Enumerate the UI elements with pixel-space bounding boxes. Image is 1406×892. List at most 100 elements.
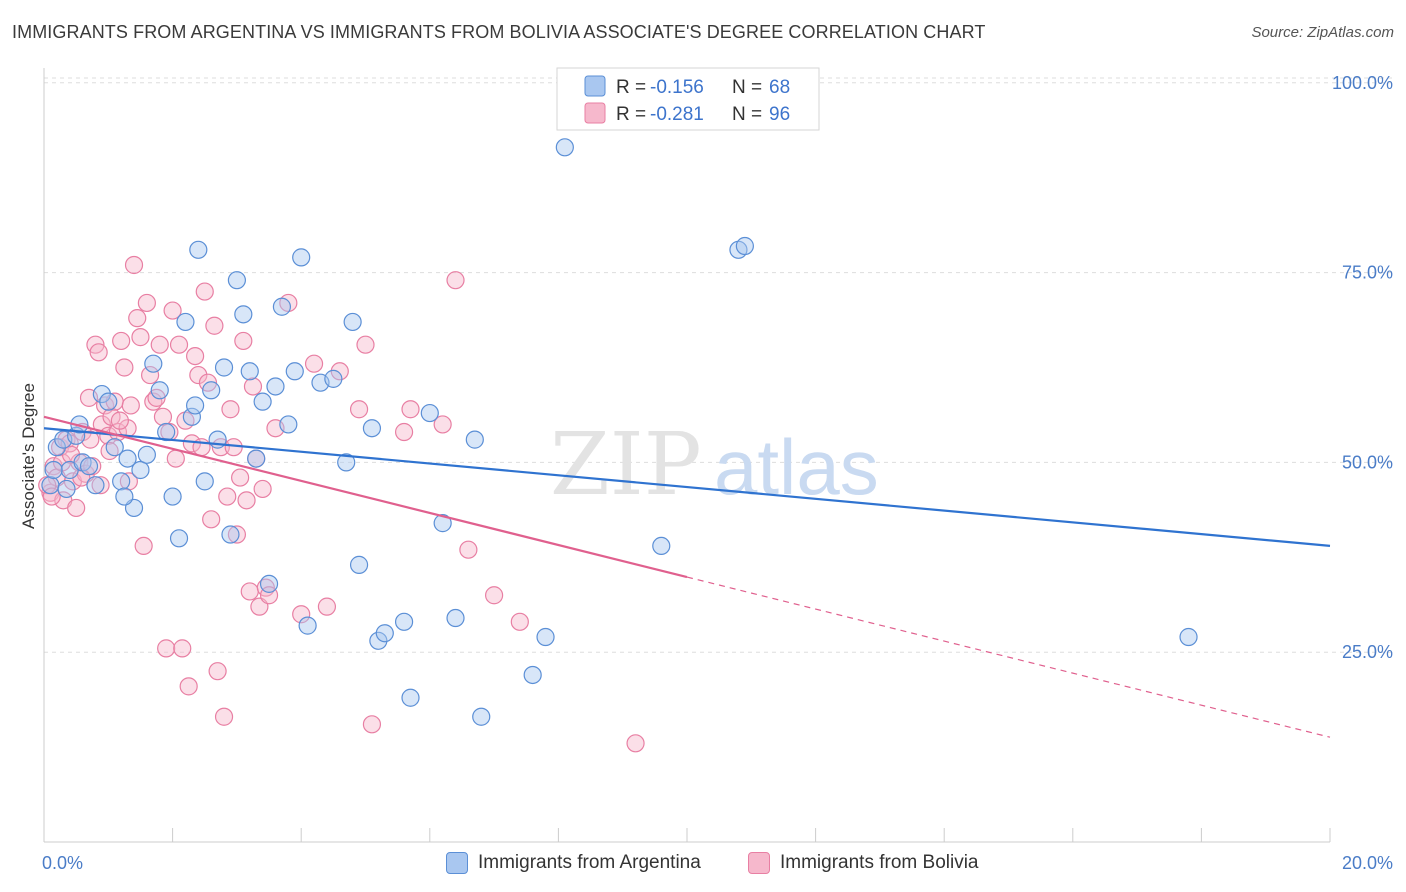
y-tick-label-25: 25.0% bbox=[1342, 642, 1393, 662]
point-argentina bbox=[652, 536, 671, 556]
point-bolivia bbox=[179, 677, 198, 696]
point-argentina bbox=[433, 514, 452, 533]
point-bolivia bbox=[227, 525, 246, 544]
point-bolivia bbox=[166, 449, 185, 468]
point-bolivia bbox=[214, 707, 234, 726]
point-argentina bbox=[234, 305, 253, 324]
point-argentina bbox=[343, 312, 362, 332]
point-argentina bbox=[195, 472, 214, 491]
point-argentina bbox=[465, 430, 484, 449]
legend-n-value-bolivia: 96 bbox=[769, 104, 790, 125]
point-bolivia bbox=[292, 605, 311, 624]
point-argentina bbox=[253, 392, 272, 411]
point-argentina bbox=[555, 138, 574, 157]
point-bolivia bbox=[131, 328, 150, 347]
trend-line-bolivia-extrapolated bbox=[686, 576, 1331, 738]
legend-r-value-argentina: -0.156 bbox=[650, 77, 704, 98]
legend-n-label-bolivia: N = bbox=[732, 104, 762, 125]
point-bolivia bbox=[67, 498, 86, 518]
legend-box: R = -0.156 N = 68 R = -0.281 N = 96 bbox=[556, 67, 820, 131]
point-argentina bbox=[150, 381, 169, 400]
point-argentina bbox=[47, 438, 66, 457]
bottom-legend-label-bolivia: Immigrants from Bolivia bbox=[780, 852, 979, 873]
point-argentina bbox=[523, 665, 542, 685]
point-bolivia bbox=[153, 407, 173, 426]
source-label: Source: ZipAtlas.com bbox=[1251, 24, 1394, 41]
point-bolivia bbox=[231, 468, 250, 487]
x-tick-labels: 0.0% 20.0% bbox=[42, 853, 1393, 873]
point-argentina bbox=[137, 445, 156, 464]
legend-n-label-argentina: N = bbox=[732, 77, 762, 98]
point-argentina bbox=[401, 688, 420, 707]
point-bolivia bbox=[221, 400, 240, 419]
point-bolivia bbox=[137, 293, 156, 313]
point-bolivia bbox=[401, 400, 420, 419]
point-bolivia bbox=[91, 476, 110, 495]
point-argentina bbox=[115, 487, 134, 506]
x-tick-label-min: 0.0% bbox=[42, 853, 83, 873]
point-bolivia bbox=[446, 271, 465, 290]
point-bolivia bbox=[237, 491, 256, 510]
point-argentina bbox=[266, 377, 285, 396]
series-bolivia-points bbox=[38, 255, 645, 753]
point-bolivia bbox=[150, 335, 169, 354]
series-argentina-points bbox=[41, 138, 1198, 726]
bottom-legend-bolivia: Immigrants from Bolivia bbox=[748, 852, 979, 874]
point-bolivia bbox=[173, 639, 192, 658]
legend-swatch-argentina bbox=[584, 75, 606, 97]
point-argentina bbox=[298, 616, 317, 635]
point-bolivia bbox=[128, 309, 147, 328]
point-argentina bbox=[41, 476, 60, 495]
watermark-zip: ZIP bbox=[550, 415, 702, 515]
point-argentina bbox=[1179, 627, 1198, 647]
y-tick-label-100: 100.0% bbox=[1332, 73, 1393, 93]
point-bolivia bbox=[349, 400, 369, 419]
point-argentina bbox=[446, 608, 465, 628]
point-argentina bbox=[362, 419, 382, 438]
point-argentina bbox=[99, 392, 118, 411]
point-bolivia bbox=[208, 662, 227, 681]
point-argentina bbox=[163, 487, 182, 506]
bottom-legend-swatch-bolivia bbox=[748, 852, 770, 874]
y-tick-labels: 25.0% 50.0% 75.0% 100.0% bbox=[1332, 73, 1393, 662]
bottom-legend-label-argentina: Immigrants from Argentina bbox=[478, 852, 701, 873]
point-argentina bbox=[472, 707, 491, 726]
point-argentina bbox=[375, 624, 394, 643]
point-bolivia bbox=[205, 316, 224, 335]
point-bolivia bbox=[356, 335, 375, 354]
point-argentina bbox=[105, 438, 124, 457]
point-argentina bbox=[57, 479, 76, 499]
point-bolivia bbox=[459, 540, 478, 559]
point-bolivia bbox=[189, 365, 208, 385]
trend-lines bbox=[43, 415, 1331, 738]
point-bolivia bbox=[317, 597, 337, 616]
point-argentina bbox=[86, 476, 105, 495]
point-bolivia bbox=[433, 415, 452, 434]
point-bolivia bbox=[140, 365, 160, 385]
point-bolivia bbox=[240, 582, 259, 601]
point-bolivia bbox=[186, 346, 205, 366]
point-argentina bbox=[221, 525, 240, 544]
point-argentina bbox=[337, 453, 356, 472]
point-bolivia bbox=[304, 354, 324, 373]
point-argentina bbox=[369, 631, 388, 650]
point-argentina bbox=[182, 407, 201, 426]
point-argentina bbox=[189, 240, 208, 259]
point-argentina bbox=[285, 362, 304, 381]
legend-r-label-argentina: R = bbox=[616, 77, 646, 98]
axes bbox=[43, 68, 1331, 843]
point-bolivia bbox=[169, 335, 189, 354]
point-argentina bbox=[118, 449, 137, 468]
point-argentina bbox=[44, 460, 63, 480]
point-argentina bbox=[279, 415, 298, 434]
chart-title: IMMIGRANTS FROM ARGENTINA VS IMMIGRANTS … bbox=[12, 22, 986, 42]
point-argentina bbox=[176, 312, 195, 332]
point-argentina bbox=[169, 529, 189, 548]
point-argentina bbox=[186, 396, 205, 415]
point-argentina bbox=[92, 384, 111, 404]
x-tick-label-max: 20.0% bbox=[1342, 853, 1393, 873]
point-bolivia bbox=[243, 377, 263, 396]
point-argentina bbox=[349, 555, 369, 574]
legend-n-value-argentina: 68 bbox=[769, 77, 790, 98]
